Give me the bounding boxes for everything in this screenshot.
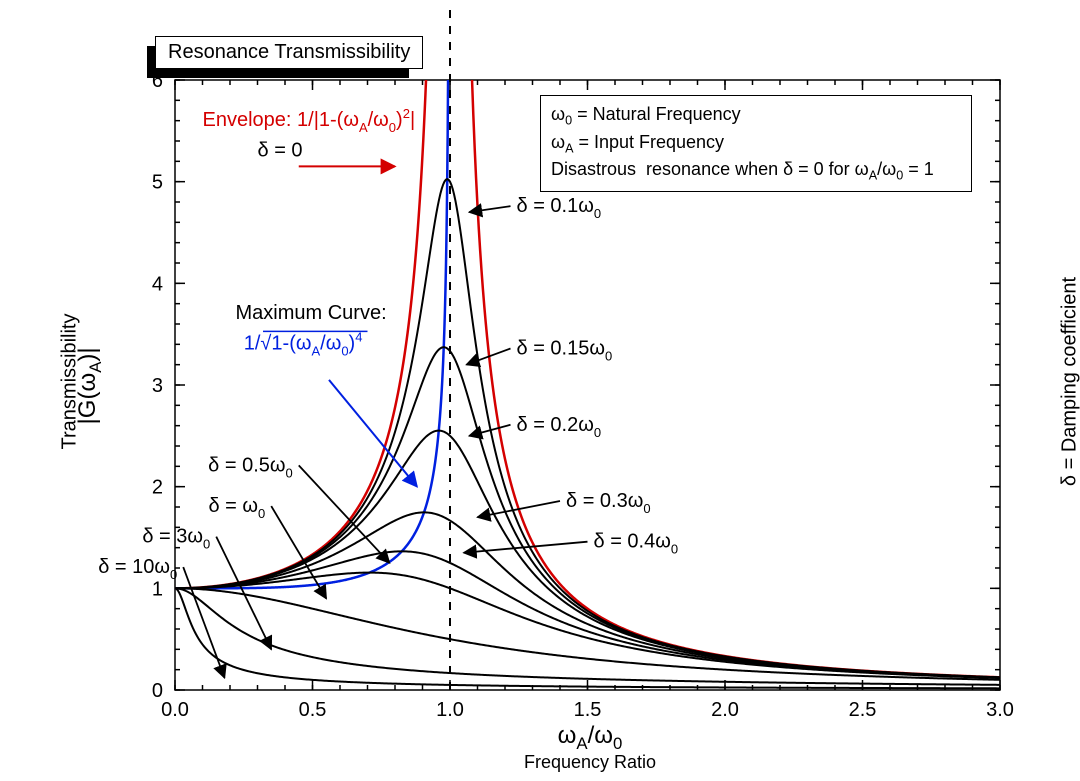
x-axis-label-sub: Frequency Ratio — [510, 752, 670, 773]
y-axis-label-main: |G(ωA)| — [74, 326, 106, 446]
info-box: ω0 = Natural Frequency ωA = Input Freque… — [540, 95, 972, 192]
svg-text:Maximum Curve:: Maximum Curve: — [236, 302, 387, 324]
svg-text:2.0: 2.0 — [711, 699, 739, 721]
series-zeta-0.3 — [175, 512, 1000, 677]
plot-title: Resonance Transmissibility — [155, 36, 423, 69]
svg-text:1.5: 1.5 — [574, 699, 602, 721]
info-line1: ω0 = Natural Frequency — [551, 102, 961, 130]
svg-text:δ = 0.1ω0: δ = 0.1ω0 — [517, 195, 602, 221]
svg-text:1.0: 1.0 — [436, 699, 464, 721]
y-axis-label-right: δ = Damping coefficient — [1059, 272, 1080, 492]
svg-text:δ = 0.3ω0: δ = 0.3ω0 — [566, 490, 651, 516]
x-axis-label-main: ωA/ω0 — [530, 722, 650, 754]
svg-text:0: 0 — [152, 680, 163, 702]
svg-text:3: 3 — [152, 375, 163, 397]
svg-text:δ = 10ω0: δ = 10ω0 — [98, 556, 177, 582]
svg-text:δ = 0: δ = 0 — [258, 139, 303, 161]
svg-text:5: 5 — [152, 172, 163, 194]
svg-text:0.5: 0.5 — [299, 699, 327, 721]
svg-text:1/√1-(ωA/ω0)4: 1/√1-(ωA/ω0)4 — [244, 329, 363, 358]
svg-text:2: 2 — [152, 477, 163, 499]
svg-text:δ = 0.5ω0: δ = 0.5ω0 — [208, 454, 293, 480]
info-line2: ωA = Input Frequency — [551, 130, 961, 158]
svg-text:δ = ω0: δ = ω0 — [208, 495, 265, 521]
svg-text:0.0: 0.0 — [161, 699, 189, 721]
series-zeta-0.5 — [175, 573, 1000, 678]
svg-text:δ = 0.15ω0: δ = 0.15ω0 — [517, 338, 613, 364]
svg-text:Envelope: 1/|1-(ωA/ω0)2|: Envelope: 1/|1-(ωA/ω0)2| — [203, 106, 416, 135]
series-zeta-1 — [175, 588, 1000, 680]
svg-text:δ = 0.2ω0: δ = 0.2ω0 — [517, 414, 602, 440]
svg-text:3.0: 3.0 — [986, 699, 1014, 721]
plot-title-text: Resonance Transmissibility — [168, 41, 410, 63]
svg-text:1: 1 — [152, 578, 163, 600]
series-zeta-0.15 — [175, 347, 1000, 677]
svg-text:4: 4 — [152, 273, 163, 295]
info-line3: Disastrous resonance when δ = 0 for ωA/ω… — [551, 157, 961, 185]
svg-text:δ = 0.4ω0: δ = 0.4ω0 — [594, 531, 679, 557]
svg-text:2.5: 2.5 — [849, 699, 877, 721]
